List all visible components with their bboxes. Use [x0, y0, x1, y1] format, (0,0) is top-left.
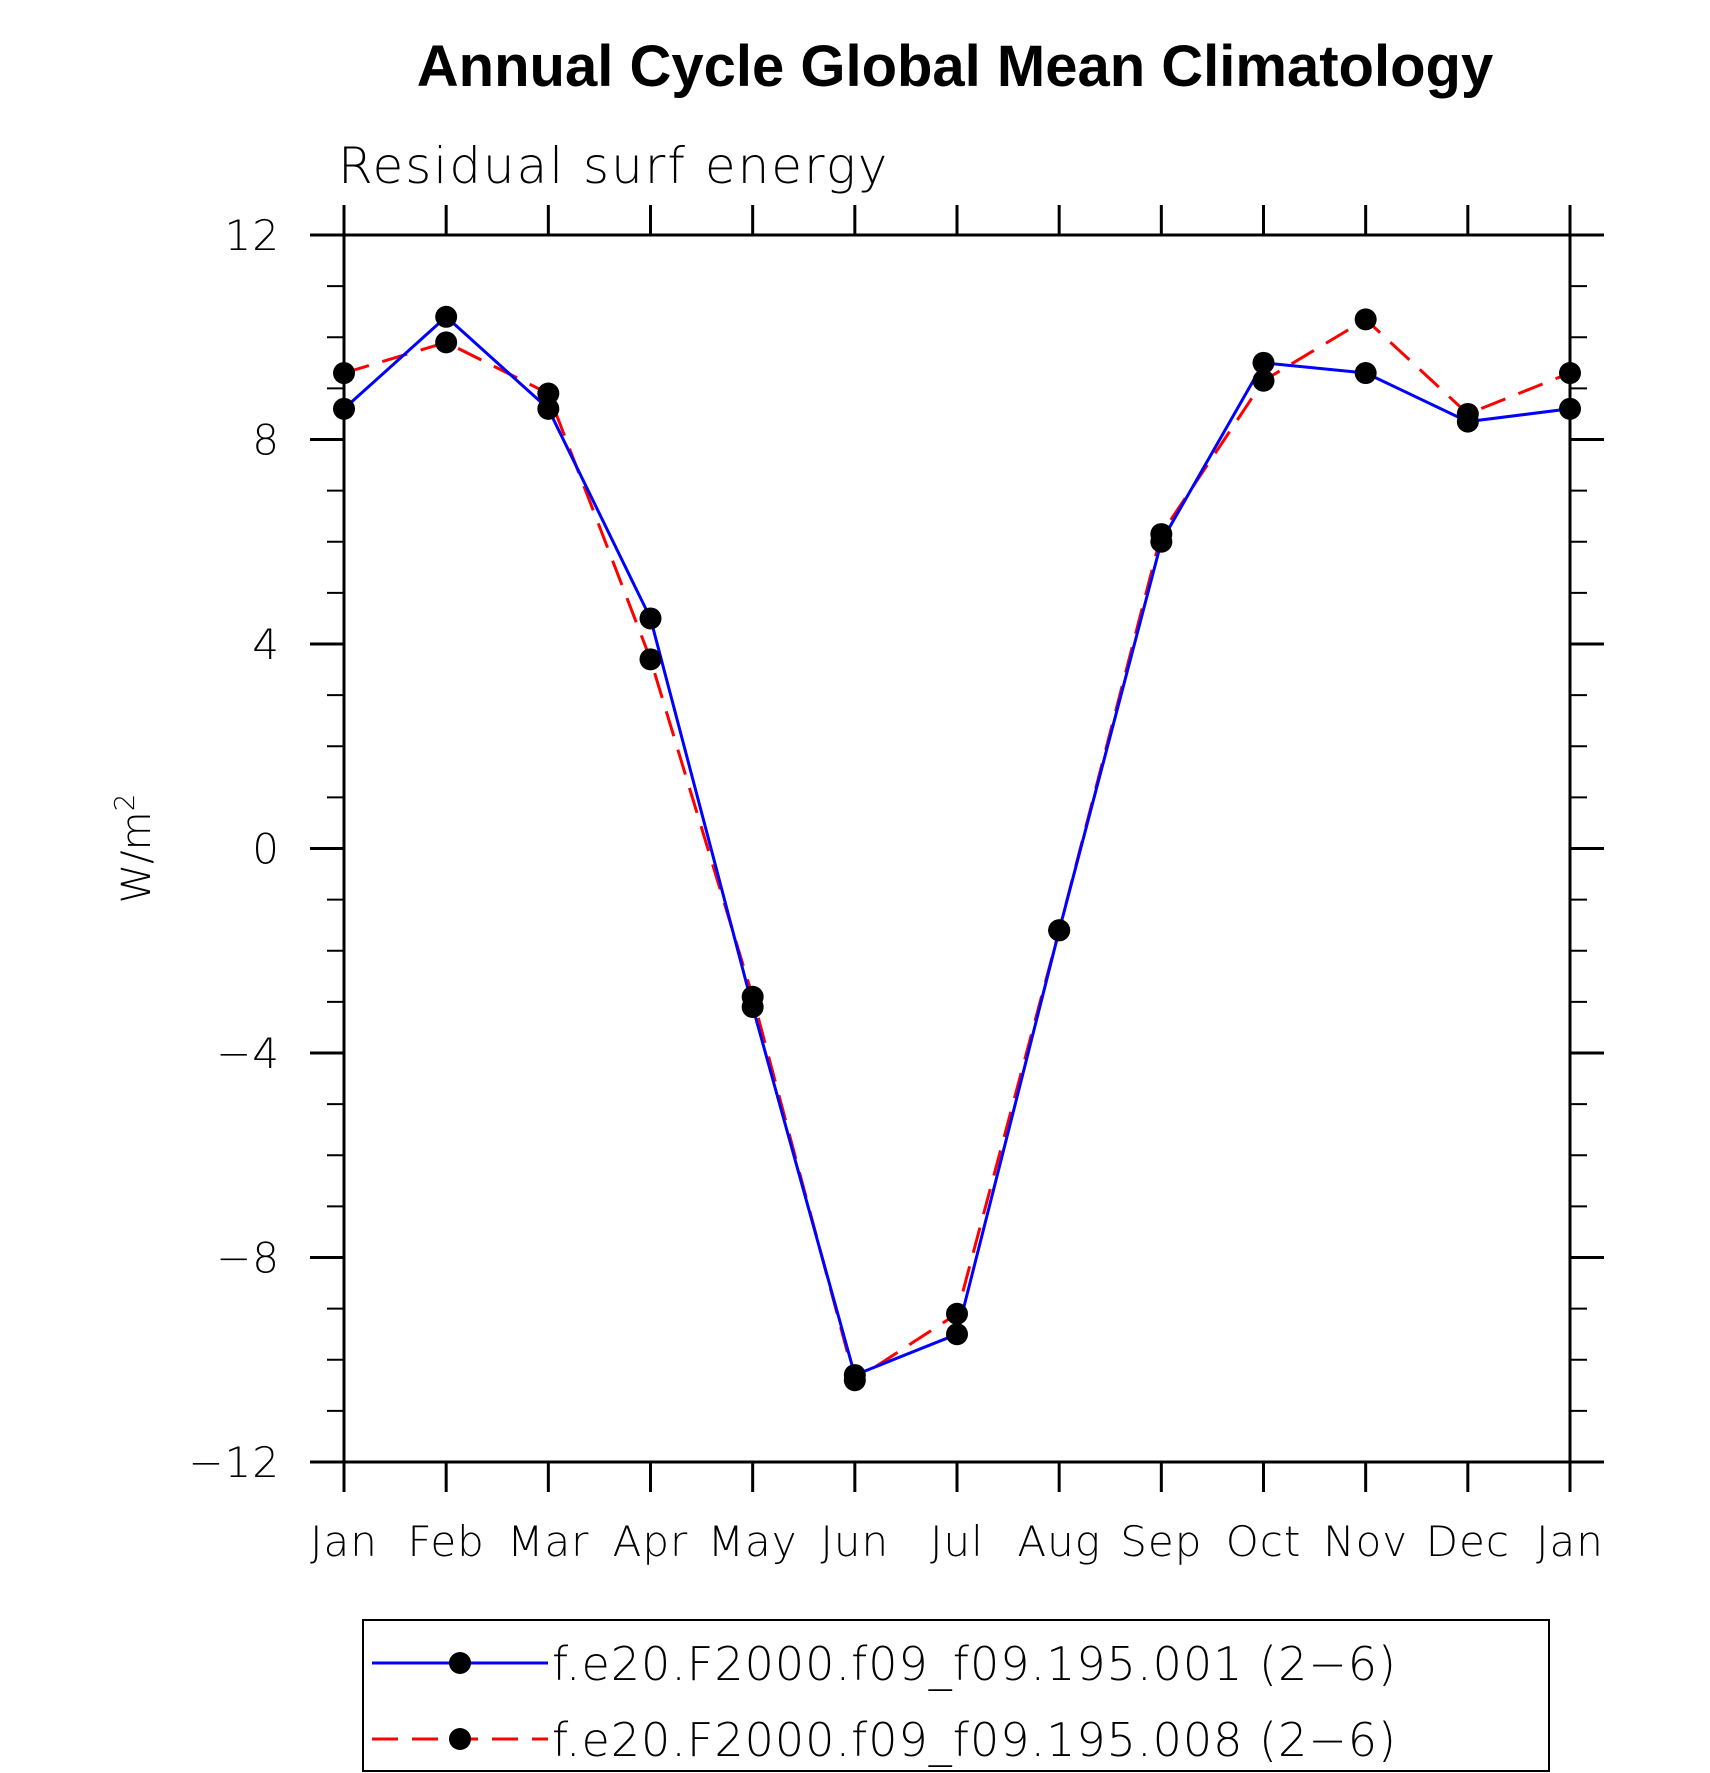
data-point-series-1 — [435, 305, 458, 328]
x-tick-label: Jun — [821, 1517, 890, 1566]
y-tick-label: 8 — [252, 416, 280, 465]
chart-subtitle: Residual surf energy — [338, 137, 889, 195]
x-tick-label: Feb — [407, 1517, 484, 1566]
x-tick-label: Dec — [1426, 1517, 1510, 1566]
data-point-series-1 — [1559, 397, 1581, 420]
x-tick-label: Oct — [1226, 1517, 1302, 1566]
data-point-series-2 — [1354, 308, 1377, 331]
data-point-series-2 — [435, 331, 458, 354]
y-axis-label-text: W/m — [114, 811, 160, 903]
data-point-series-1 — [946, 1323, 968, 1346]
legend-label-series-2: f.e20.F2000.f09_f09.195.008 (2−6) — [552, 1713, 1397, 1767]
x-tick-label: May — [708, 1517, 798, 1566]
y-tick-label: −12 — [188, 1438, 280, 1487]
legend-marker-series-2 — [449, 1728, 471, 1750]
data-point-series-1 — [639, 607, 662, 630]
data-point-series-2 — [639, 648, 662, 671]
legend-marker-series-1 — [449, 1652, 471, 1674]
data-point-series-2 — [333, 362, 355, 385]
y-tick-label: 4 — [252, 620, 280, 669]
data-point-series-2 — [537, 382, 560, 405]
y-axis-label-superscript: 2 — [108, 794, 141, 812]
y-tick-label: 0 — [252, 825, 280, 874]
data-point-series-2 — [843, 1369, 866, 1392]
x-tick-label: Jan — [1536, 1517, 1604, 1566]
data-point-series-2 — [1252, 369, 1275, 392]
legend: f.e20.F2000.f09_f09.195.001 (2−6) f.e20.F… — [362, 1619, 1550, 1772]
data-point-series-1 — [537, 397, 560, 420]
y-axis-label: W/m2 — [108, 794, 160, 904]
x-tick-label: Sep — [1120, 1517, 1202, 1566]
y-tick-label: 12 — [225, 211, 280, 260]
plot-area: −12 −8 −4 0 4 8 12 Jan Feb Mar Apr May Jun Jul Aug Sep O… — [108, 205, 1604, 1566]
legend-box — [362, 1619, 1550, 1772]
series-line-1 — [342, 315, 1571, 1377]
x-tick-label: Mar — [507, 1517, 589, 1566]
chart-title: Annual Cycle Global Mean Climatology — [417, 34, 1493, 99]
plot-frame — [342, 233, 1572, 1464]
data-point-series-2 — [1456, 402, 1479, 425]
x-tick-label: Apr — [613, 1517, 689, 1566]
x-tick-label: Aug — [1017, 1517, 1101, 1566]
data-point-series-2 — [1048, 919, 1071, 942]
x-tick-label: Nov — [1323, 1517, 1408, 1566]
series-line-2 — [343, 317, 1571, 1382]
data-point-series-1 — [1252, 351, 1275, 374]
data-point-series-2 — [1559, 362, 1581, 385]
x-tick-label: Jul — [930, 1517, 984, 1566]
legend-label-series-1: f.e20.F2000.f09_f09.195.001 (2−6) — [552, 1637, 1397, 1691]
x-tick-label: Jan — [310, 1517, 378, 1566]
data-point-series-2 — [946, 1302, 968, 1325]
y-tick-label: −4 — [216, 1029, 280, 1078]
data-point-series-1 — [333, 397, 355, 420]
y-tick-label: −8 — [216, 1234, 280, 1283]
data-point-series-2 — [1150, 523, 1173, 546]
data-point-series-1 — [1354, 362, 1377, 385]
data-point-series-2 — [741, 985, 764, 1008]
